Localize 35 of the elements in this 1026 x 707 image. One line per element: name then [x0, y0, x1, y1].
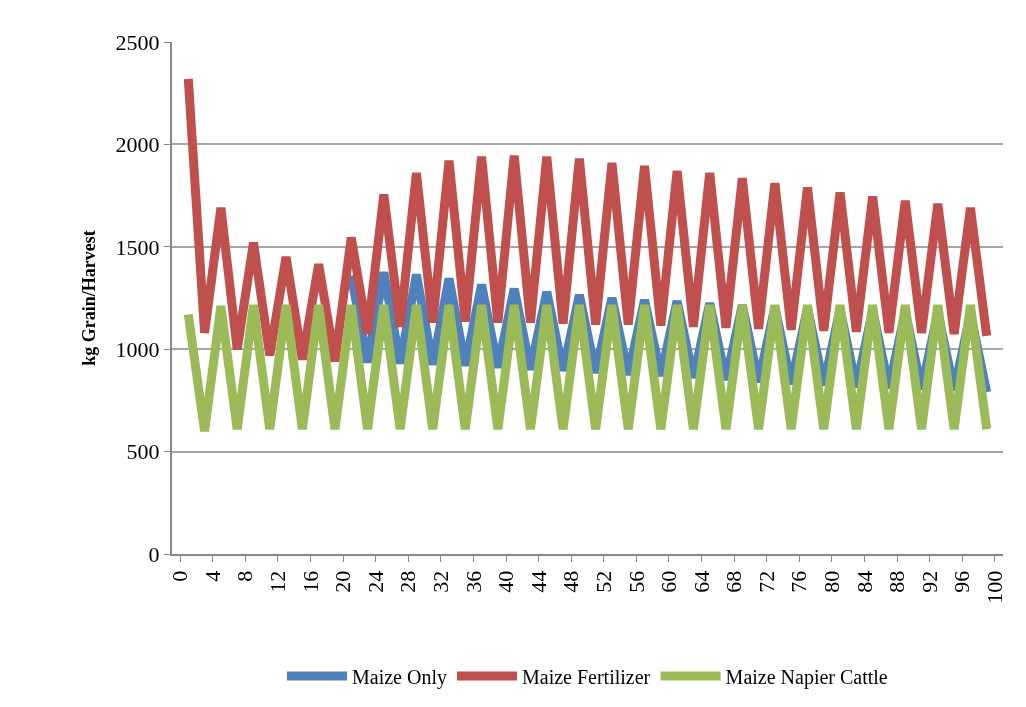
x-tick-label: 88 [884, 570, 910, 593]
x-tick-label: 36 [460, 570, 486, 593]
x-tick-label: 48 [558, 570, 584, 593]
x-tick-label: 16 [297, 570, 323, 593]
x-tick-label: 96 [949, 570, 975, 593]
x-tick-label: 12 [265, 570, 291, 593]
x-tick-label: 84 [851, 570, 877, 593]
y-axis-title: kg Grain/Harvest [79, 230, 100, 366]
y-tick-label: 1500 [115, 234, 160, 260]
x-tick-label: 60 [656, 570, 682, 593]
x-tick-label: 24 [362, 570, 388, 593]
legend-label: Maize Napier Cattle [725, 665, 888, 689]
x-tick-label: 56 [623, 570, 649, 593]
x-tick-label: 20 [330, 570, 356, 593]
x-tick-label: 44 [525, 570, 551, 593]
x-tick-label: 28 [395, 570, 421, 593]
legend-label: Maize Fertilizer [521, 665, 651, 688]
x-tick-label: 4 [199, 570, 225, 582]
x-tick-label: 40 [493, 570, 519, 593]
x-tick-label: 72 [753, 570, 779, 593]
y-tick-label: 1000 [115, 336, 160, 362]
x-tick-label: 8 [232, 570, 258, 582]
x-tick-label: 52 [590, 570, 616, 593]
y-tick-label: 500 [126, 439, 160, 465]
x-tick-label: 100 [982, 570, 1007, 604]
x-tick-label: 76 [786, 570, 812, 593]
x-tick-label: 64 [688, 570, 714, 593]
x-tick-label: 92 [916, 570, 942, 593]
legend-label: Maize Only [352, 665, 447, 689]
x-tick-label: 32 [428, 570, 453, 593]
y-tick-label: 2000 [115, 132, 160, 158]
y-tick-label: 2500 [115, 29, 160, 55]
x-tick-label: 80 [819, 570, 845, 593]
x-tick-label: 68 [721, 570, 747, 593]
x-tick-label: 0 [167, 570, 193, 582]
